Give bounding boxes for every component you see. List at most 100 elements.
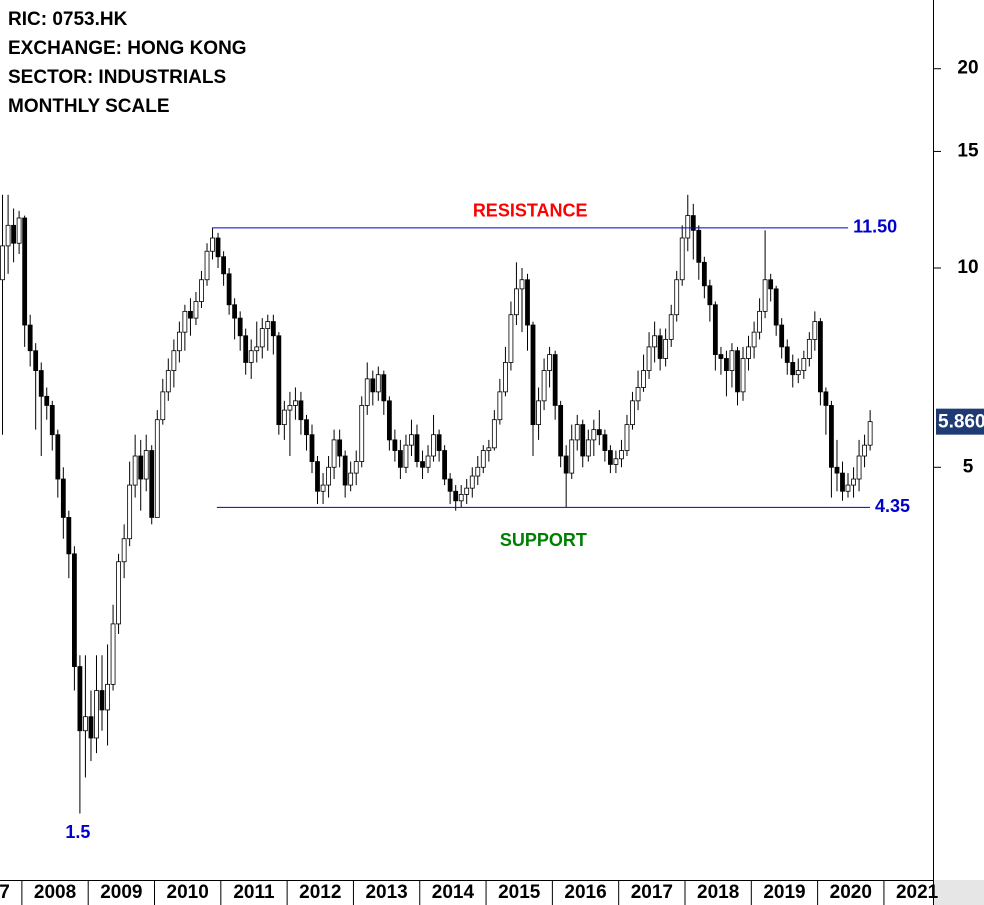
y-tick-label: 20 — [957, 58, 978, 79]
low-label: 1.5 — [65, 822, 90, 842]
candle-body — [381, 374, 387, 402]
candle-body — [138, 455, 144, 480]
candle-body — [834, 466, 840, 474]
candle-body — [508, 314, 514, 363]
candle-body — [862, 444, 867, 457]
candle-body — [596, 429, 602, 436]
candle-body — [751, 331, 757, 348]
candle-body — [707, 285, 713, 306]
candle-body — [44, 395, 50, 406]
candle-body — [188, 310, 193, 319]
candle-body — [624, 424, 630, 451]
candle-body — [60, 478, 66, 518]
candle-body — [392, 439, 398, 451]
candle-body — [519, 279, 525, 290]
candle-body — [784, 346, 790, 363]
candle-body — [867, 421, 873, 446]
candle-body — [497, 391, 503, 421]
candle-body — [116, 561, 121, 625]
candle-body — [160, 391, 166, 421]
axis-corner — [934, 880, 984, 905]
candle-body — [171, 350, 177, 371]
candle-body — [259, 328, 265, 348]
candle-body — [94, 690, 99, 739]
candle-body — [558, 405, 564, 457]
candle-body — [458, 494, 464, 502]
candle-body — [331, 439, 337, 468]
candle-body — [790, 362, 796, 376]
candle-body — [503, 362, 508, 393]
candle-body — [337, 439, 343, 457]
candle-body — [563, 455, 569, 474]
candle-body — [679, 237, 685, 281]
candle-body — [585, 439, 591, 457]
candle-body — [99, 690, 105, 711]
last-price-label: 5.860 — [938, 412, 984, 433]
candle-body — [480, 450, 486, 468]
candle-body — [386, 400, 392, 441]
candle-body — [779, 324, 785, 348]
candle-body — [442, 450, 448, 480]
annotation: EXCHANGE: HONG KONG — [8, 38, 247, 59]
candle-body — [127, 484, 133, 540]
candle-body — [121, 538, 127, 563]
candle-body — [630, 400, 635, 426]
candle-body — [525, 279, 530, 326]
candle-body — [829, 405, 834, 468]
level-label: 11.50 — [853, 217, 897, 237]
candle-body — [265, 321, 271, 329]
candle-body — [375, 374, 381, 393]
candle-body — [724, 358, 729, 371]
candle-body — [514, 288, 519, 316]
y-tick-label: 10 — [957, 257, 978, 278]
candle-body — [182, 310, 188, 333]
x-tick-label: 2017 — [631, 882, 673, 903]
candle-body — [226, 273, 232, 306]
candle-body — [491, 419, 497, 449]
candle-body — [16, 217, 22, 244]
x-tick-label: 2018 — [697, 882, 739, 903]
candle-body — [193, 301, 199, 319]
candle-body — [652, 335, 658, 348]
candle-body — [49, 405, 55, 436]
candle-body — [464, 487, 470, 495]
candle-body — [88, 716, 94, 739]
candle-body — [315, 461, 320, 492]
candle-body — [845, 484, 851, 492]
candle-body — [397, 450, 403, 468]
candle-body — [635, 387, 641, 402]
candle-body — [232, 304, 238, 319]
candle-body — [696, 229, 702, 263]
candle-body — [276, 335, 282, 426]
candle-body — [729, 350, 735, 371]
x-tick-label: 2007 — [0, 882, 10, 903]
candle-body — [580, 424, 586, 457]
candle-body — [436, 434, 442, 451]
x-tick-label: 2020 — [830, 882, 872, 903]
candle-body — [712, 304, 718, 355]
candle-body — [254, 346, 260, 352]
candle-body — [342, 455, 348, 486]
x-tick-label: 2014 — [432, 882, 475, 903]
candle-body — [453, 490, 459, 502]
candle-body — [740, 358, 746, 393]
candle-body — [762, 279, 768, 312]
candle-body — [607, 450, 613, 465]
candle-body — [757, 310, 762, 333]
candle-body — [619, 450, 624, 460]
candle-body — [0, 245, 5, 281]
x-tick-label: 2021 — [896, 882, 939, 903]
candle-body — [657, 335, 663, 359]
x-tick-label: 2019 — [763, 882, 805, 903]
candle-body — [348, 472, 354, 486]
candle-body — [486, 447, 492, 451]
x-tick-label: 2010 — [167, 882, 209, 903]
candle-body — [574, 424, 580, 441]
candle-body — [856, 455, 862, 480]
x-tick-label: 2012 — [299, 882, 341, 903]
level-name: SUPPORT — [500, 530, 587, 550]
candle-body — [469, 475, 475, 489]
candle-body — [812, 321, 818, 340]
candle-body — [602, 434, 608, 451]
